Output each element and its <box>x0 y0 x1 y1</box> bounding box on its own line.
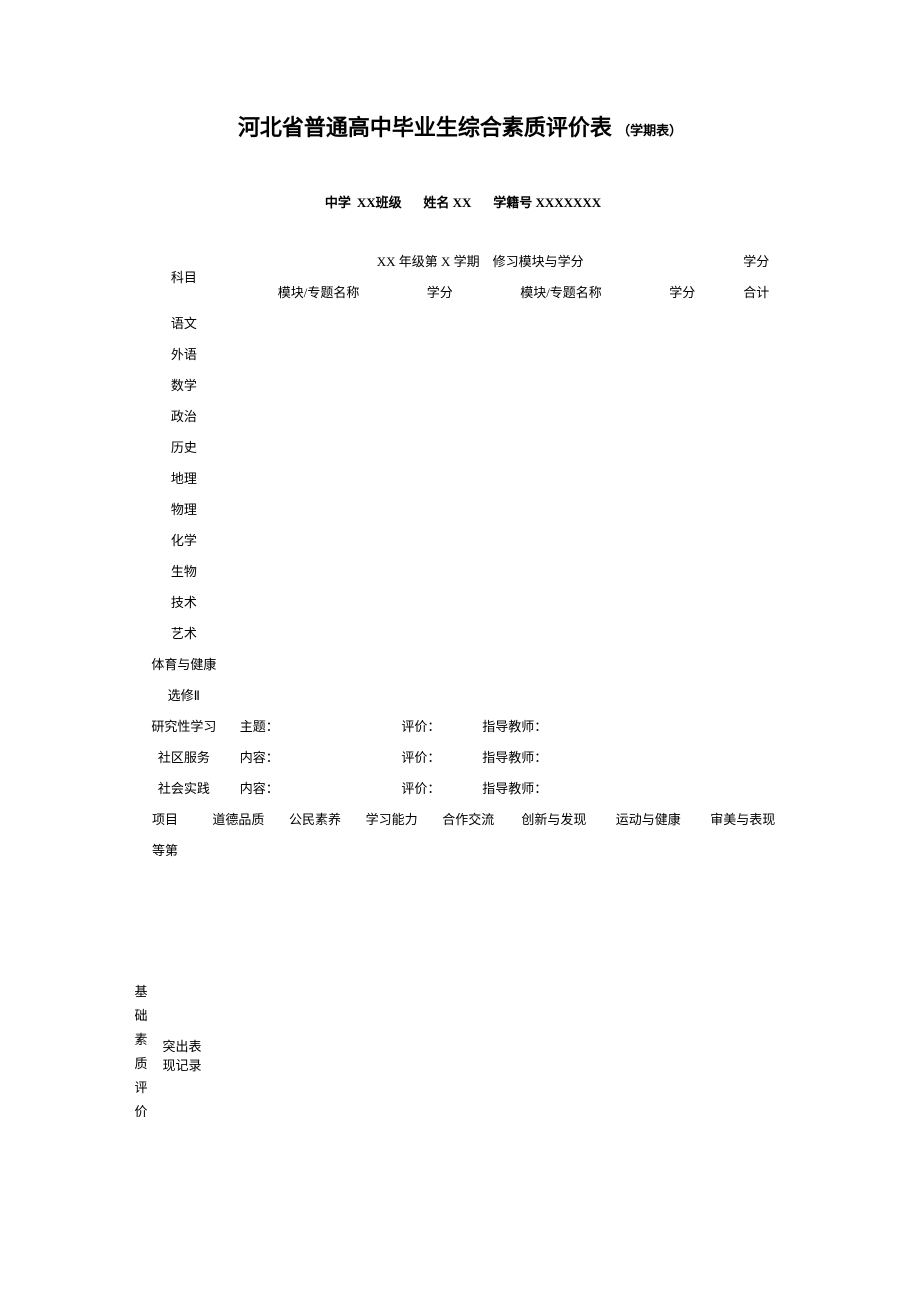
subject-cell: 艺术 <box>130 617 238 648</box>
quality-table: 项目 道德品质 公民素养 学习能力 合作交流 创新与发现 运动与健康 审美与表现… <box>130 803 790 865</box>
dim-7: 审美与表现 <box>696 803 791 834</box>
hdr-credit2: 学分 <box>642 276 723 307</box>
record-label: 突出表现记录 <box>152 865 212 1245</box>
name-value: XX <box>453 195 472 210</box>
subject-row: 政治 <box>130 400 790 431</box>
subject-cell: 化学 <box>130 524 238 555</box>
record-table: 基础素质评价 突出表现记录 <box>130 865 790 1245</box>
title-suffix: （学期表） <box>617 123 682 138</box>
hdr-module1: 模块/专题名称 <box>238 276 400 307</box>
quality-header-row: 项目 道德品质 公民素养 学习能力 合作交流 创新与发现 运动与健康 审美与表现 <box>130 803 790 834</box>
subject-row: 选修Ⅱ <box>130 679 790 710</box>
hdr-credit-top: 学分 <box>723 245 790 276</box>
activity-row-community: 社区服务 内容： 评价： 指导教师： <box>130 741 790 772</box>
research-c2: 评价： <box>399 710 480 741</box>
id-label: 学籍号 <box>493 195 532 210</box>
dim-6: 运动与健康 <box>601 803 695 834</box>
dim-4: 合作交流 <box>430 803 507 834</box>
subject-cell: 外语 <box>130 338 238 369</box>
hdr-module2: 模块/专题名称 <box>480 276 642 307</box>
hdr-total: 合计 <box>723 276 790 307</box>
practice-c2: 评价： <box>399 772 480 803</box>
vertical-label: 基础素质评价 <box>132 980 150 1124</box>
class-label: 班级 <box>376 195 402 210</box>
research-c3: 指导教师： <box>480 710 722 741</box>
dim-1: 道德品质 <box>200 803 277 834</box>
subject-cell: 政治 <box>130 400 238 431</box>
evaluation-table: 科目 XX 年级第 X 学期 修习模块与学分 学分 模块/专题名称 学分 模块/… <box>130 245 790 803</box>
subject-row: 生物 <box>130 555 790 586</box>
dim-3: 学习能力 <box>353 803 430 834</box>
community-c2: 评价： <box>399 741 480 772</box>
name-label: 姓名 <box>423 195 449 210</box>
student-info: 中学XX班级 姓名 XX 学籍号 XXXXXXX <box>130 192 790 211</box>
research-c1: 主题： <box>238 710 400 741</box>
main-title: 河北省普通高中毕业生综合素质评价表 <box>238 115 612 140</box>
subject-row: 艺术 <box>130 617 790 648</box>
community-label: 社区服务 <box>130 741 238 772</box>
dim-2: 公民素养 <box>277 803 354 834</box>
subject-row: 历史 <box>130 431 790 462</box>
subject-cell: 历史 <box>130 431 238 462</box>
subject-row: 数学 <box>130 369 790 400</box>
hdr-semester: XX 年级第 X 学期 修习模块与学分 <box>238 245 723 276</box>
hdr-credit1: 学分 <box>399 276 480 307</box>
activity-row-research: 研究性学习 主题： 评价： 指导教师： <box>130 710 790 741</box>
school-label: 中学 <box>325 195 351 210</box>
hdr-subject: 科目 <box>130 245 238 307</box>
subject-cell: 数学 <box>130 369 238 400</box>
project-label: 项目 <box>130 803 200 834</box>
subject-row: 技术 <box>130 586 790 617</box>
practice-c1: 内容： <box>238 772 400 803</box>
subject-cell: 地理 <box>130 462 238 493</box>
subject-cell: 技术 <box>130 586 238 617</box>
subject-cell: 生物 <box>130 555 238 586</box>
class-value: XX <box>357 195 376 210</box>
record-content <box>212 865 790 1245</box>
rank-row: 等第 <box>130 834 790 865</box>
subject-row: 物理 <box>130 493 790 524</box>
vertical-label-cell: 基础素质评价 <box>130 865 152 1245</box>
research-label: 研究性学习 <box>130 710 238 741</box>
subject-row: 化学 <box>130 524 790 555</box>
subject-row: 地理 <box>130 462 790 493</box>
rank-label: 等第 <box>130 834 200 865</box>
subject-row: 外语 <box>130 338 790 369</box>
subject-cell: 体育与健康 <box>130 648 238 679</box>
id-value: XXXXXXX <box>535 195 601 210</box>
subject-cell: 语文 <box>130 307 238 338</box>
subject-cell: 选修Ⅱ <box>130 679 238 710</box>
subject-cell: 物理 <box>130 493 238 524</box>
activity-row-practice: 社会实践 内容： 评价： 指导教师： <box>130 772 790 803</box>
subject-row: 语文 <box>130 307 790 338</box>
dim-5: 创新与发现 <box>507 803 601 834</box>
subject-row: 体育与健康 <box>130 648 790 679</box>
title-row: 河北省普通高中毕业生综合素质评价表 （学期表） <box>130 110 790 142</box>
practice-c3: 指导教师： <box>480 772 722 803</box>
community-c3: 指导教师： <box>480 741 722 772</box>
practice-label: 社会实践 <box>130 772 238 803</box>
community-c1: 内容： <box>238 741 400 772</box>
header-row-1: 科目 XX 年级第 X 学期 修习模块与学分 学分 <box>130 245 790 276</box>
